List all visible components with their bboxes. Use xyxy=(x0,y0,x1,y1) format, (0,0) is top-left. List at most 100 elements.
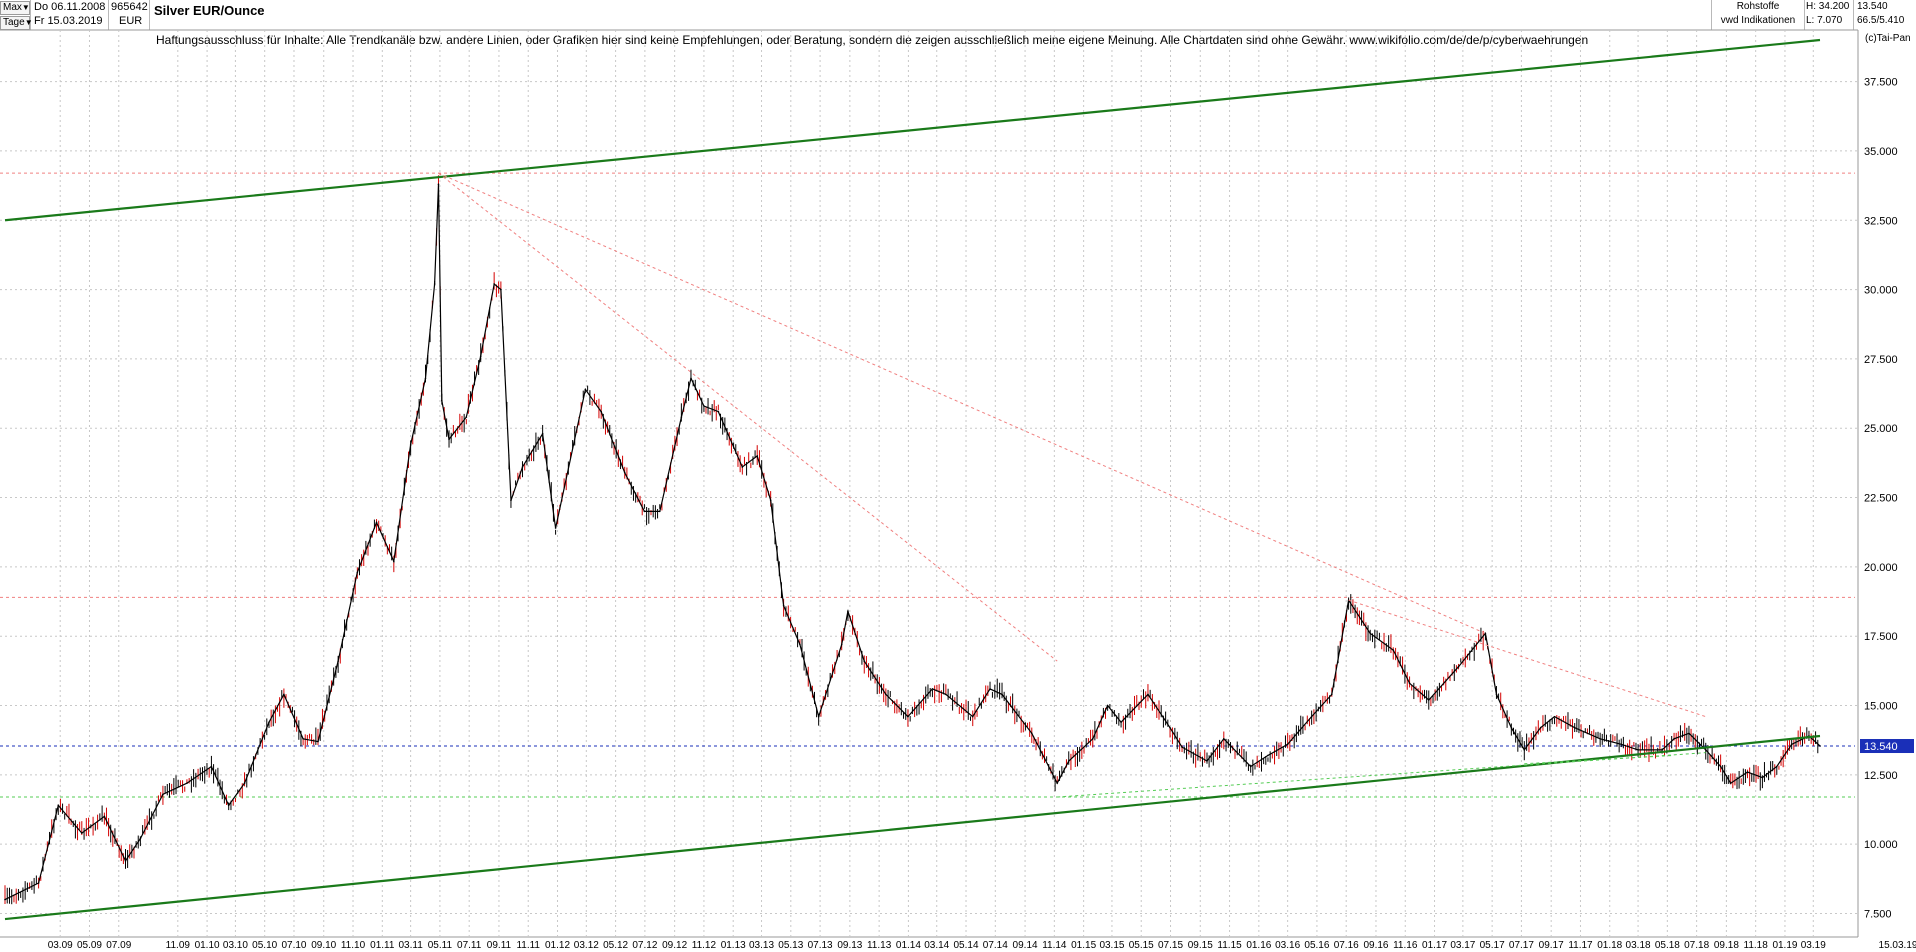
last-cell: 13.540 66.5/5.410 xyxy=(1857,0,1916,30)
x-tick-label: 07.09 xyxy=(106,940,131,951)
x-tick-label: 07.12 xyxy=(632,940,657,951)
price-point xyxy=(162,793,164,796)
price-point xyxy=(799,643,801,646)
x-tick-label: 03.11 xyxy=(398,940,423,951)
price-point xyxy=(1688,732,1690,735)
instrument-cell: 965642 EUR xyxy=(111,0,150,30)
resistance-trendline xyxy=(438,172,1486,634)
disclaimer-text: Haftungsausschluss für Inhalte: Alle Tre… xyxy=(156,33,1589,47)
x-tick-label: 11.16 xyxy=(1393,940,1418,951)
price-point xyxy=(37,882,40,884)
price-point xyxy=(1484,632,1487,635)
y-tick-label: 7.500 xyxy=(1864,909,1892,921)
current-price-label: 13.540 xyxy=(1864,741,1898,753)
x-tick-label: 09.16 xyxy=(1363,940,1388,951)
source-cell: Rohstoffe vwd Indikationen xyxy=(1711,0,1805,30)
x-tick-label: 09.14 xyxy=(1013,940,1038,951)
price-point xyxy=(356,571,359,574)
y-tick-label: 35.000 xyxy=(1864,146,1898,158)
price-point xyxy=(1408,682,1411,685)
period-cell: Max ▼ Tage ▼ xyxy=(0,0,33,30)
price-point xyxy=(1181,746,1183,748)
price-point xyxy=(643,510,646,513)
period-select-value: Max xyxy=(3,2,22,13)
price-point xyxy=(317,740,319,743)
price-point xyxy=(268,721,270,723)
interval-select-value: Tage xyxy=(3,17,25,28)
price-point xyxy=(510,499,512,502)
price-point xyxy=(741,466,744,468)
x-tick-label: 05.18 xyxy=(1655,940,1680,951)
price-point xyxy=(658,510,661,513)
y-tick-label: 20.000 xyxy=(1864,562,1898,574)
channel-trendline xyxy=(4,734,1821,921)
x-grid: 03.09 05.09 07.09 11.09 01.10 03.10 05.10 07.10… xyxy=(48,30,1826,951)
price-point xyxy=(1067,760,1070,762)
price-point xyxy=(1620,743,1623,746)
price-point xyxy=(103,815,106,818)
range-label: 66.5/5.410 xyxy=(1857,15,1905,26)
x-tick-label: 11.14 xyxy=(1042,940,1067,951)
x-tick-label: 11.18 xyxy=(1744,940,1769,951)
date-start: Do 06.11.2008 xyxy=(34,1,106,13)
x-tick-label: 11.17 xyxy=(1568,940,1593,951)
x-tick-label: 07.10 xyxy=(281,940,306,951)
x-tick-label: 05.16 xyxy=(1304,940,1329,951)
price-point xyxy=(1775,765,1778,768)
price-point xyxy=(186,782,188,784)
x-tick-label: 05.11 xyxy=(428,940,453,951)
price-point xyxy=(782,604,785,607)
price-point xyxy=(465,416,468,418)
price-point xyxy=(907,715,909,718)
x-tick-label: 07.15 xyxy=(1158,940,1183,951)
price-point xyxy=(703,405,705,407)
price-point xyxy=(1369,632,1372,635)
high-label: H: 34.200 xyxy=(1806,1,1850,12)
y-grid: 7.500 10.000 12.500 15.000 17.500 20.000 22.50… xyxy=(0,77,1898,921)
x-tick-label: 03.19 xyxy=(1801,940,1826,951)
price-point xyxy=(1719,765,1722,768)
price-point xyxy=(989,688,991,690)
price-point xyxy=(623,471,626,474)
price-point xyxy=(375,521,378,524)
x-tick-label: 05.17 xyxy=(1480,940,1505,951)
price-point xyxy=(139,837,142,840)
price-point xyxy=(227,804,230,807)
x-tick-label: 01.14 xyxy=(896,940,921,951)
y-tick-label: 15.000 xyxy=(1864,701,1898,713)
date-end: Fr 15.03.2019 xyxy=(34,15,103,27)
price-points xyxy=(4,183,1821,901)
price-point xyxy=(1510,726,1513,729)
channel-trendline xyxy=(4,38,1821,222)
price-point xyxy=(437,183,440,186)
y-tick-label: 17.500 xyxy=(1864,631,1898,643)
price-point xyxy=(1056,782,1059,784)
price-point xyxy=(1286,743,1289,746)
price-point xyxy=(1539,726,1542,729)
x-tick-label: 09.12 xyxy=(662,940,687,951)
low-label: L: 7.070 xyxy=(1806,15,1843,26)
period-select[interactable]: Max ▼ xyxy=(0,1,30,15)
price-point xyxy=(1819,745,1821,747)
price-point xyxy=(1661,749,1663,751)
price-point xyxy=(521,466,524,468)
price-point xyxy=(1761,776,1764,779)
source-label: vwd Indikationen xyxy=(1720,15,1796,26)
price-point xyxy=(945,693,947,696)
price-point xyxy=(337,660,339,662)
price-point xyxy=(243,782,246,784)
x-tick-label: 05.10 xyxy=(252,940,277,951)
x-tick-label: 01.10 xyxy=(195,940,220,951)
x-tick-label: 03.18 xyxy=(1626,940,1651,951)
x-tick-label: 09.17 xyxy=(1539,940,1564,951)
price-point xyxy=(1673,738,1675,740)
price-point xyxy=(393,560,395,563)
price-point xyxy=(680,416,683,418)
price-point xyxy=(863,660,866,662)
price-point xyxy=(1729,782,1732,784)
last-price-label: 13.540 xyxy=(1857,1,1888,12)
x-tick-label: 11.12 xyxy=(692,940,717,951)
price-point xyxy=(81,832,83,834)
wkn-label: 965642 xyxy=(111,1,148,13)
